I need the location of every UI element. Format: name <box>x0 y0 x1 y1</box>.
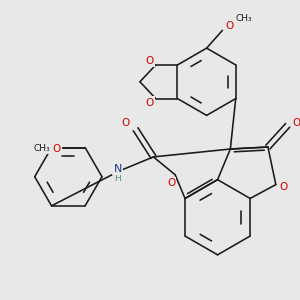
Text: O: O <box>280 182 288 192</box>
Text: O: O <box>225 21 233 32</box>
Text: O: O <box>52 144 61 154</box>
Text: N: N <box>114 164 122 174</box>
Text: H: H <box>114 174 121 183</box>
Text: O: O <box>122 118 130 128</box>
Text: O: O <box>167 178 175 188</box>
Text: CH₃: CH₃ <box>33 144 50 153</box>
Text: O: O <box>146 56 154 66</box>
Text: O: O <box>146 98 154 107</box>
Text: CH₃: CH₃ <box>236 14 253 23</box>
Text: O: O <box>292 118 300 128</box>
